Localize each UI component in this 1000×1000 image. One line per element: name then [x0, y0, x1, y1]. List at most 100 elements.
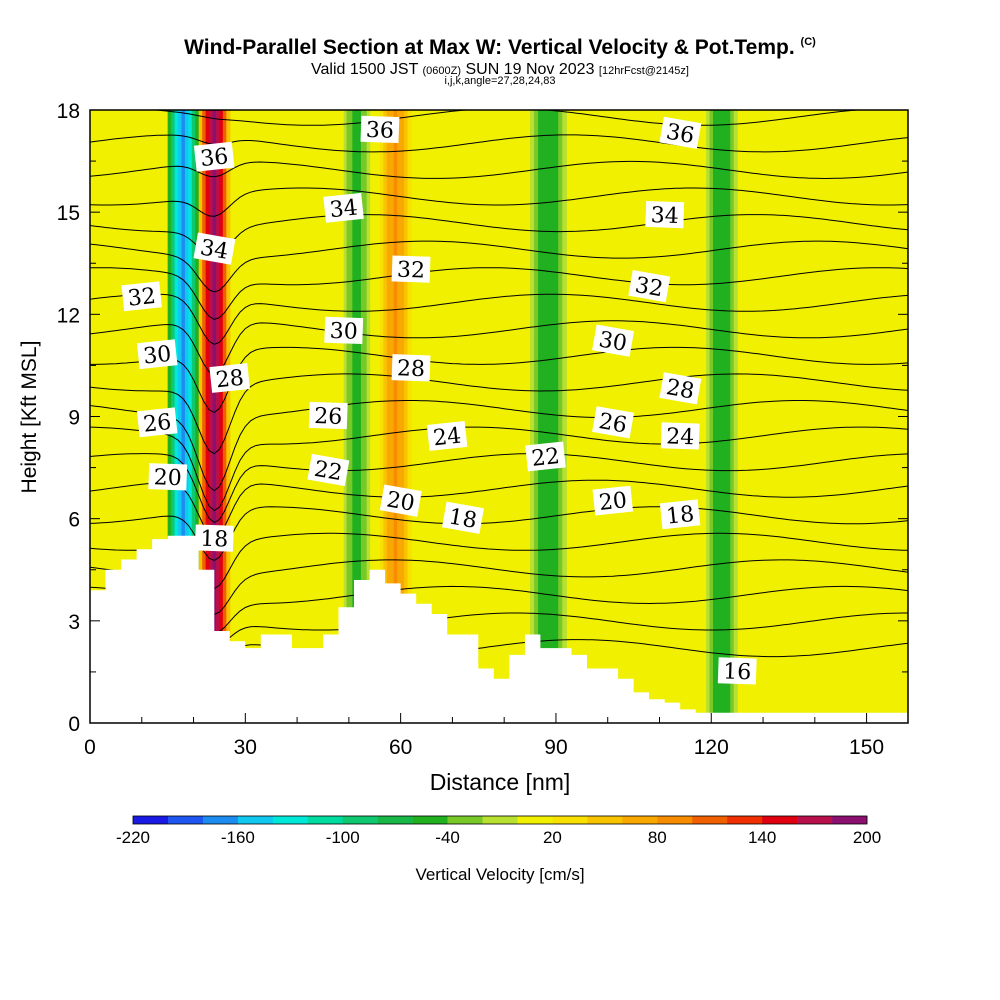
velocity-cell-4-0	[530, 110, 535, 723]
velocity-cell-0-6	[188, 110, 193, 723]
contour-label-10: 30	[324, 316, 364, 345]
velocity-cell-5-6	[726, 110, 731, 723]
contour-label-text-28: 16	[723, 659, 752, 685]
contour-label-15: 26	[136, 407, 178, 438]
velocity-cell-4-4	[546, 110, 551, 723]
velocity-cell-3-6	[360, 110, 365, 723]
vertical-velocity-field	[90, 110, 908, 723]
contour-label-text-5: 34	[198, 235, 230, 264]
contour-label-text-26: 18	[447, 504, 479, 533]
velocity-cell-5-4	[719, 110, 724, 723]
contour-label-box-14	[659, 372, 702, 405]
contour-label-26: 18	[442, 501, 484, 534]
colorbar-swatch-0	[133, 816, 169, 824]
contour-label-text-3: 34	[329, 195, 359, 223]
velocity-cell-1-7	[222, 110, 227, 723]
colorbar-swatch-4	[272, 816, 309, 824]
contour-label-16: 26	[308, 401, 348, 430]
colorbar-tick-label-5: 80	[648, 828, 667, 847]
y-axis-label: Height [Kft MSL]	[18, 341, 41, 494]
velocity-cell-1-1	[202, 110, 207, 723]
contour-label-1: 36	[360, 115, 400, 144]
theta-contour-28	[90, 320, 908, 376]
y-tick-label-12: 12	[57, 304, 80, 327]
contour-label-text-1: 36	[365, 118, 394, 144]
contour-label-box-16	[308, 401, 348, 430]
y-tick-label-0: 0	[68, 713, 80, 736]
contour-label-text-27: 18	[665, 502, 695, 530]
colorbar: -220 -160 -100 -40 20 80 140 200	[116, 815, 881, 847]
contour-label-box-11	[592, 324, 635, 357]
contour-label-text-0: 36	[199, 144, 229, 172]
contour-label-box-17	[592, 406, 635, 439]
contour-label-box-1	[360, 115, 400, 144]
contour-label-text-17: 26	[597, 409, 629, 438]
contour-label-box-21	[525, 441, 566, 472]
contour-label-text-2: 36	[664, 120, 696, 149]
velocity-cell-5-0	[706, 110, 711, 723]
colorbar-swatch-13	[587, 816, 623, 824]
colorbar-swatch-18	[762, 816, 798, 824]
velocity-cell-3-2	[349, 110, 353, 723]
contour-label-box-2	[659, 116, 702, 149]
colorbar-tick-label-4: 20	[543, 828, 562, 847]
velocity-cell-0-3	[178, 110, 183, 723]
x-tick-label-120: 120	[694, 736, 729, 759]
velocity-cell-4-2	[538, 110, 543, 723]
contour-label-box-19	[660, 422, 700, 450]
contour-label-box-25	[194, 524, 234, 552]
contour-label-box-24	[592, 485, 634, 516]
colorbar-tick-label-0: -220	[116, 828, 150, 847]
colorbar-swatch-6	[342, 816, 378, 824]
contour-label-text-4: 34	[650, 203, 679, 229]
contour-label-text-14: 28	[664, 375, 696, 404]
contour-label-box-20	[307, 453, 350, 487]
velocity-cell-3-3	[352, 110, 356, 723]
velocity-cell-5-5	[723, 110, 728, 723]
velocity-cell-1-5	[215, 110, 221, 723]
velocity-cell-1-8	[226, 110, 231, 723]
contour-label-text-9: 30	[142, 342, 172, 370]
theta-contour-18	[90, 585, 908, 634]
velocity-cell-4-6	[554, 110, 559, 723]
x-tick-label-90: 90	[544, 736, 567, 759]
contour-label-8: 32	[628, 270, 671, 302]
contour-label-24: 20	[592, 485, 634, 516]
contour-label-box-28	[717, 657, 757, 685]
theta-contour-22	[90, 479, 908, 539]
contour-label-13: 28	[391, 354, 431, 382]
velocity-cell-3-8	[366, 110, 371, 723]
colorbar-swatch-11	[517, 816, 553, 824]
contour-label-text-7: 32	[397, 258, 426, 284]
colorbar-swatch-9	[447, 816, 483, 824]
velocity-cell-2-1	[383, 110, 388, 723]
theta-contour-33	[90, 187, 908, 217]
theta-contour-24	[90, 426, 908, 512]
theta-contour-26	[90, 373, 908, 455]
contour-label-23: 20	[379, 484, 422, 517]
contour-label-text-8: 32	[633, 273, 665, 302]
colorbar-swatch-16	[692, 816, 728, 824]
theta-contour-29	[90, 293, 908, 345]
contour-label-text-10: 30	[329, 319, 358, 345]
contour-label-box-5	[193, 232, 236, 265]
colorbar-frame	[132, 815, 868, 825]
contour-label-28: 16	[717, 657, 757, 685]
contour-label-text-19: 24	[666, 424, 695, 450]
contour-label-text-11: 30	[597, 327, 629, 356]
theta-contour-23	[90, 453, 908, 523]
velocity-cell-3-4	[355, 110, 359, 723]
contour-label-22: 20	[148, 463, 188, 491]
x-axis-label: Distance [nm]	[430, 769, 571, 795]
theta-contour-34	[90, 160, 908, 180]
contour-label-box-15	[136, 407, 178, 438]
velocity-cell-4-5	[550, 110, 555, 723]
contour-label-box-23	[379, 484, 422, 517]
contour-label-box-27	[659, 499, 701, 530]
theta-contour-19	[90, 559, 908, 615]
contour-label-3: 34	[323, 192, 364, 223]
velocity-cell-1-2	[205, 110, 210, 723]
